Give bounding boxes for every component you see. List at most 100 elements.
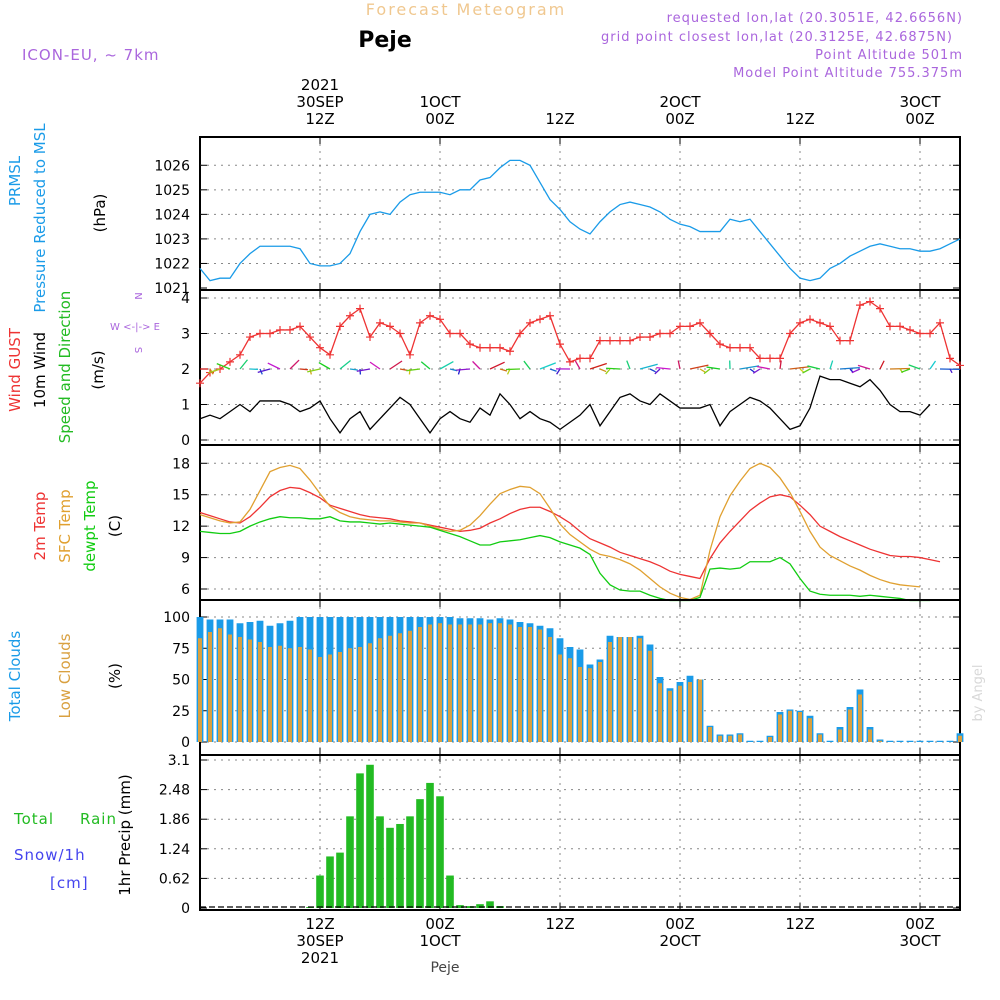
low-cloud-bar bbox=[858, 694, 862, 742]
low-cloud-bar bbox=[608, 642, 612, 742]
wind-direction-arrow bbox=[889, 367, 910, 370]
time-label: 2021 bbox=[301, 76, 339, 94]
compass-north: N bbox=[132, 292, 143, 299]
gust-point bbox=[546, 311, 554, 320]
gust-point bbox=[906, 325, 914, 334]
dewpt-label: dewpt Temp bbox=[81, 480, 99, 571]
wind-gust-label: Wind GUST bbox=[6, 327, 24, 412]
low-cloud-bar bbox=[868, 729, 872, 742]
low-clouds-label: Low Clouds bbox=[56, 633, 74, 718]
grid-point-coords: grid point closest lon,lat (20.3125E, 42… bbox=[601, 30, 953, 45]
time-label: 12Z bbox=[785, 915, 814, 933]
requested-coords: requested lon,lat (20.3051E, 42.6656N) bbox=[667, 11, 963, 26]
gust-point bbox=[796, 318, 804, 327]
model-altitude: Model Point Altitude 755.375m bbox=[733, 66, 963, 81]
gust-point bbox=[736, 343, 744, 352]
temperature-panel: 6 9 12 15 18 bbox=[172, 444, 961, 602]
total-cloud-bar bbox=[896, 740, 904, 742]
wind-direction-arrow bbox=[779, 360, 782, 370]
gust-point bbox=[356, 304, 364, 313]
gust-point bbox=[716, 340, 724, 349]
gust-point bbox=[276, 325, 284, 334]
low-cloud-bar bbox=[218, 628, 222, 742]
gust-point bbox=[816, 318, 824, 327]
y-tick-label: 25 bbox=[172, 704, 190, 720]
y-tick-label: 15 bbox=[172, 488, 190, 504]
gust-point bbox=[286, 325, 294, 334]
low-cloud-bar bbox=[468, 624, 472, 742]
wind-direction-arrow bbox=[449, 368, 458, 372]
sfc-temp-line bbox=[199, 462, 921, 601]
low-cloud-bar bbox=[508, 624, 512, 742]
time-label: 3OCT bbox=[900, 93, 942, 111]
y-tick-label: 18 bbox=[172, 456, 190, 472]
wind-direction-arrow bbox=[677, 360, 681, 370]
rain-label: Rain bbox=[80, 810, 117, 828]
y-tick-label: 0.62 bbox=[159, 871, 190, 887]
y-tick-label: 1026 bbox=[154, 158, 190, 174]
low-cloud-bar bbox=[368, 643, 372, 742]
gust-point bbox=[746, 343, 754, 352]
rain-bar bbox=[396, 823, 404, 908]
wind-panel: 0 1 2 3 4 bbox=[181, 290, 964, 449]
compass-west-east: W <-|-> E bbox=[110, 322, 160, 333]
y-tick-label: 1023 bbox=[154, 232, 190, 248]
wind-unit: (m/s) bbox=[89, 350, 107, 389]
wind-direction-arrow bbox=[606, 367, 621, 370]
rain-bar bbox=[476, 904, 484, 908]
gust-point bbox=[446, 329, 454, 338]
wind-direction-arrow bbox=[523, 360, 531, 370]
wind-direction-arrow bbox=[216, 363, 231, 370]
low-cloud-bar bbox=[228, 634, 232, 742]
wind-direction-arrow bbox=[439, 361, 454, 370]
wind-direction-arrow bbox=[829, 360, 834, 370]
low-cloud-bar bbox=[728, 735, 732, 742]
total-rain-label: Total bbox=[13, 810, 54, 828]
wind-direction-arrow bbox=[789, 366, 810, 370]
dewpt-temp-line bbox=[199, 516, 930, 602]
y-tick-label: 12 bbox=[172, 519, 190, 535]
low-cloud-bar bbox=[208, 632, 212, 742]
wind-direction-arrow bbox=[706, 366, 721, 370]
gust-point bbox=[616, 336, 624, 345]
low-cloud-bar bbox=[648, 650, 652, 742]
low-cloud-bar bbox=[818, 734, 822, 742]
time-label: 1OCT bbox=[420, 932, 462, 950]
gust-point bbox=[876, 304, 884, 313]
gust-point bbox=[666, 329, 674, 338]
gust-point bbox=[496, 343, 504, 352]
pressure-labels: PRMSL Pressure Reduced to MSL (hPa) bbox=[6, 123, 109, 313]
gust-point bbox=[306, 333, 314, 342]
low-cloud-bar bbox=[478, 624, 482, 742]
gust-point bbox=[916, 329, 924, 338]
wind-direction-arrow bbox=[599, 368, 607, 373]
rain-bar bbox=[456, 905, 464, 908]
gust-point bbox=[956, 361, 964, 370]
wind-direction-arrow bbox=[689, 364, 709, 370]
low-cloud-bar bbox=[808, 718, 812, 742]
y-tick-label: 2 bbox=[181, 362, 190, 378]
low-cloud-bar bbox=[268, 647, 272, 742]
y-tick-label: 1021 bbox=[154, 281, 190, 297]
gust-point bbox=[236, 350, 244, 359]
low-cloud-bar bbox=[458, 624, 462, 742]
total-cloud-bar bbox=[916, 740, 924, 742]
gust-point bbox=[486, 343, 494, 352]
wind-direction-arrow bbox=[574, 360, 581, 370]
gust-point bbox=[646, 333, 654, 342]
time-label: 2OCT bbox=[660, 93, 702, 111]
low-cloud-bar bbox=[778, 714, 782, 742]
low-cloud-bar bbox=[578, 667, 582, 742]
rain-bar bbox=[406, 816, 414, 908]
wind-direction-arrow bbox=[472, 360, 481, 370]
wind-direction-arrow bbox=[654, 368, 661, 375]
time-label: 00Z bbox=[665, 110, 694, 128]
gust-point bbox=[316, 343, 324, 352]
low-cloud-bar bbox=[838, 729, 842, 742]
time-label: 00Z bbox=[665, 915, 694, 933]
low-cloud-bar bbox=[768, 737, 772, 742]
gust-point bbox=[626, 336, 634, 345]
low-cloud-bar bbox=[528, 627, 532, 742]
time-label: 2OCT bbox=[660, 932, 702, 950]
